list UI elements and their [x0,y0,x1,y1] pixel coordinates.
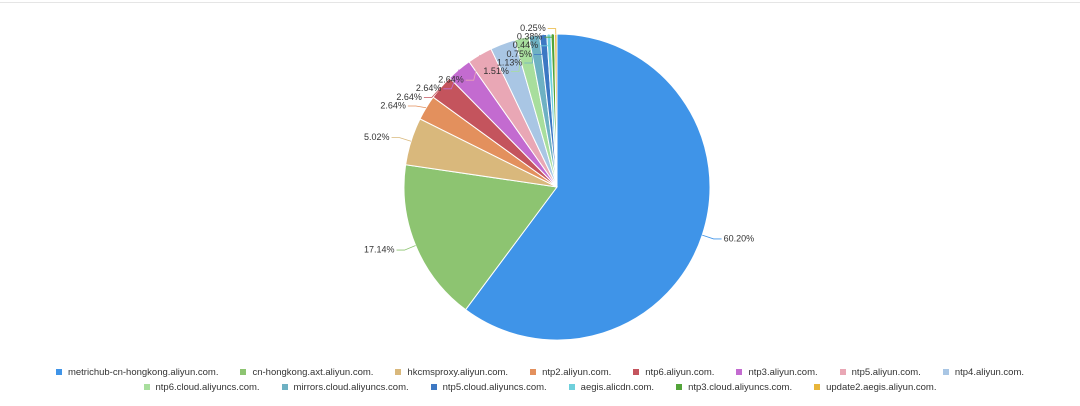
pie-slice [554,33,558,188]
legend-label: metrichub-cn-hongkong.aliyun.com. [67,366,219,378]
legend-item[interactable]: aegis.alicdn.com. [568,381,655,393]
legend-swatch [430,384,437,390]
value-label: 0.44% [513,40,539,50]
label-leader [544,34,554,38]
legend-swatch [395,369,402,375]
value-label: 5.02% [364,132,390,142]
legend-item[interactable]: ntp3.aliyun.com. [736,366,818,378]
pie-chart: 60.20%17.14%5.02%2.64%2.64%2.64%2.64%1.5… [364,23,755,341]
legend-item[interactable]: cn-hongkong.axt.aliyun.com. [240,366,373,378]
legend-label: mirrors.cloud.aliyuncs.com. [293,381,409,393]
legend-swatch [814,384,821,390]
label-leader [391,137,412,142]
legend-item[interactable]: mirrors.cloud.aliyuncs.com. [281,381,409,393]
legend-swatch [55,369,62,375]
legend-swatch [530,369,537,375]
legend-label: cn-hongkong.axt.aliyun.com. [252,366,374,378]
legend-swatch [633,369,640,375]
legend-item[interactable]: metrichub-cn-hongkong.aliyun.com. [55,366,219,378]
label-leader [465,54,481,81]
legend-swatch [281,384,288,390]
value-label: 17.14% [364,244,395,254]
value-label: 2.64% [380,100,406,110]
value-label: 0.38% [517,32,543,42]
legend-label: ntp5.cloud.aliyuncs.com. [442,381,547,393]
legend-label: ntp6.aliyun.com. [645,366,715,378]
legend-swatch [143,384,150,390]
label-leader [524,35,535,64]
value-label: 1.51% [483,66,509,76]
legend-item[interactable]: hkcmsproxy.aliyun.com. [395,366,508,378]
label-leader [443,69,460,90]
legend-item[interactable]: ntp2.aliyun.com. [530,366,611,378]
value-label: 0.75% [507,49,533,59]
legend-label: ntp5.aliyun.com. [851,366,921,378]
legend-label: ntp2.aliyun.com. [542,366,612,378]
legend-label: ntp4.aliyun.com. [954,366,1025,378]
value-label: 2.64% [416,83,442,93]
legend-swatch [942,369,949,375]
legend-swatch [240,369,247,375]
legend-item[interactable]: ntp4.aliyun.com. [942,366,1025,378]
legend-swatch [676,384,683,390]
legend-label: ntp3.cloud.aliyuncs.com. [688,381,793,393]
legend-swatch [736,369,743,375]
label-leader [540,34,550,47]
label-leader [396,245,416,251]
legend: metrichub-cn-hongkong.aliyun.com. cn-hong… [20,366,1060,393]
label-leader [407,105,427,109]
divider [0,2,1080,3]
label-leader [547,28,557,35]
label-leader [510,38,523,72]
legend-item[interactable]: ntp3.cloud.aliyuncs.com. [676,381,792,393]
legend-item[interactable]: update2.aegis.aliyun.com. [814,381,936,393]
legend-item[interactable]: ntp6.aliyun.com. [633,366,714,378]
legend-swatch [839,369,846,375]
legend-label: update2.aegis.aliyun.com. [826,381,937,393]
legend-swatch [568,384,575,390]
value-label: 60.20% [724,233,755,243]
legend-label: ntp3.aliyun.com. [748,366,818,378]
legend-label: ntp6.cloud.aliyuncs.com. [155,381,260,393]
legend-label: hkcmsproxy.aliyun.com. [407,366,509,378]
value-label: 2.64% [396,92,422,102]
legend-item[interactable]: ntp6.cloud.aliyuncs.com. [143,381,260,393]
value-label: 2.64% [438,75,464,85]
value-label: 1.13% [497,57,523,67]
pie-slice [464,33,711,341]
label-leader [423,86,442,98]
label-leader [702,234,722,240]
label-leader [534,34,544,55]
legend-label: aegis.alicdn.com. [580,381,655,393]
legend-item[interactable]: ntp5.cloud.aliyuncs.com. [430,381,547,393]
value-label: 0.25% [520,23,546,33]
legend-item[interactable]: ntp5.aliyun.com. [839,366,921,378]
